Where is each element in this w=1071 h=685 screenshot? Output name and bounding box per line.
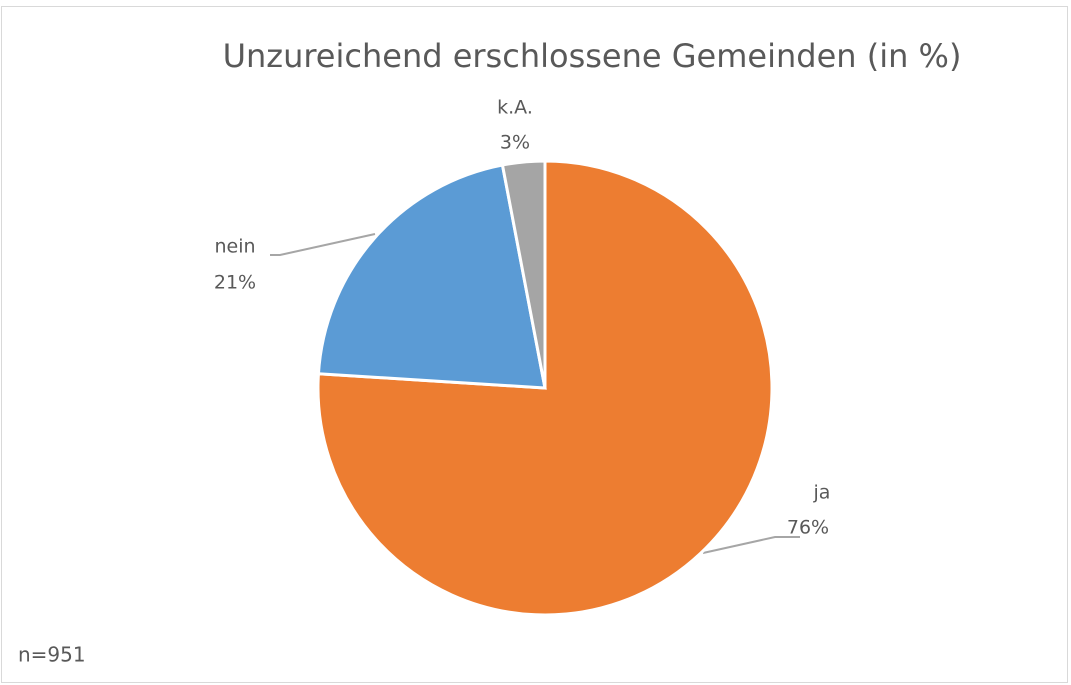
value-label: 76%	[787, 517, 829, 539]
pie-slice	[316, 159, 774, 617]
slice-label: k.A.	[497, 97, 533, 119]
slice-label: nein	[214, 236, 255, 258]
value-label: 3%	[500, 132, 530, 154]
chart-title: Unzureichend erschlossene Gemeinden (in …	[223, 37, 962, 75]
leader-line	[702, 536, 800, 554]
leader-line	[270, 233, 376, 256]
pie-slice	[500, 159, 547, 389]
pie-slice	[316, 163, 547, 390]
annotation: n=951	[18, 643, 86, 667]
slice-label: ja	[813, 482, 831, 504]
value-label: 21%	[214, 272, 256, 294]
